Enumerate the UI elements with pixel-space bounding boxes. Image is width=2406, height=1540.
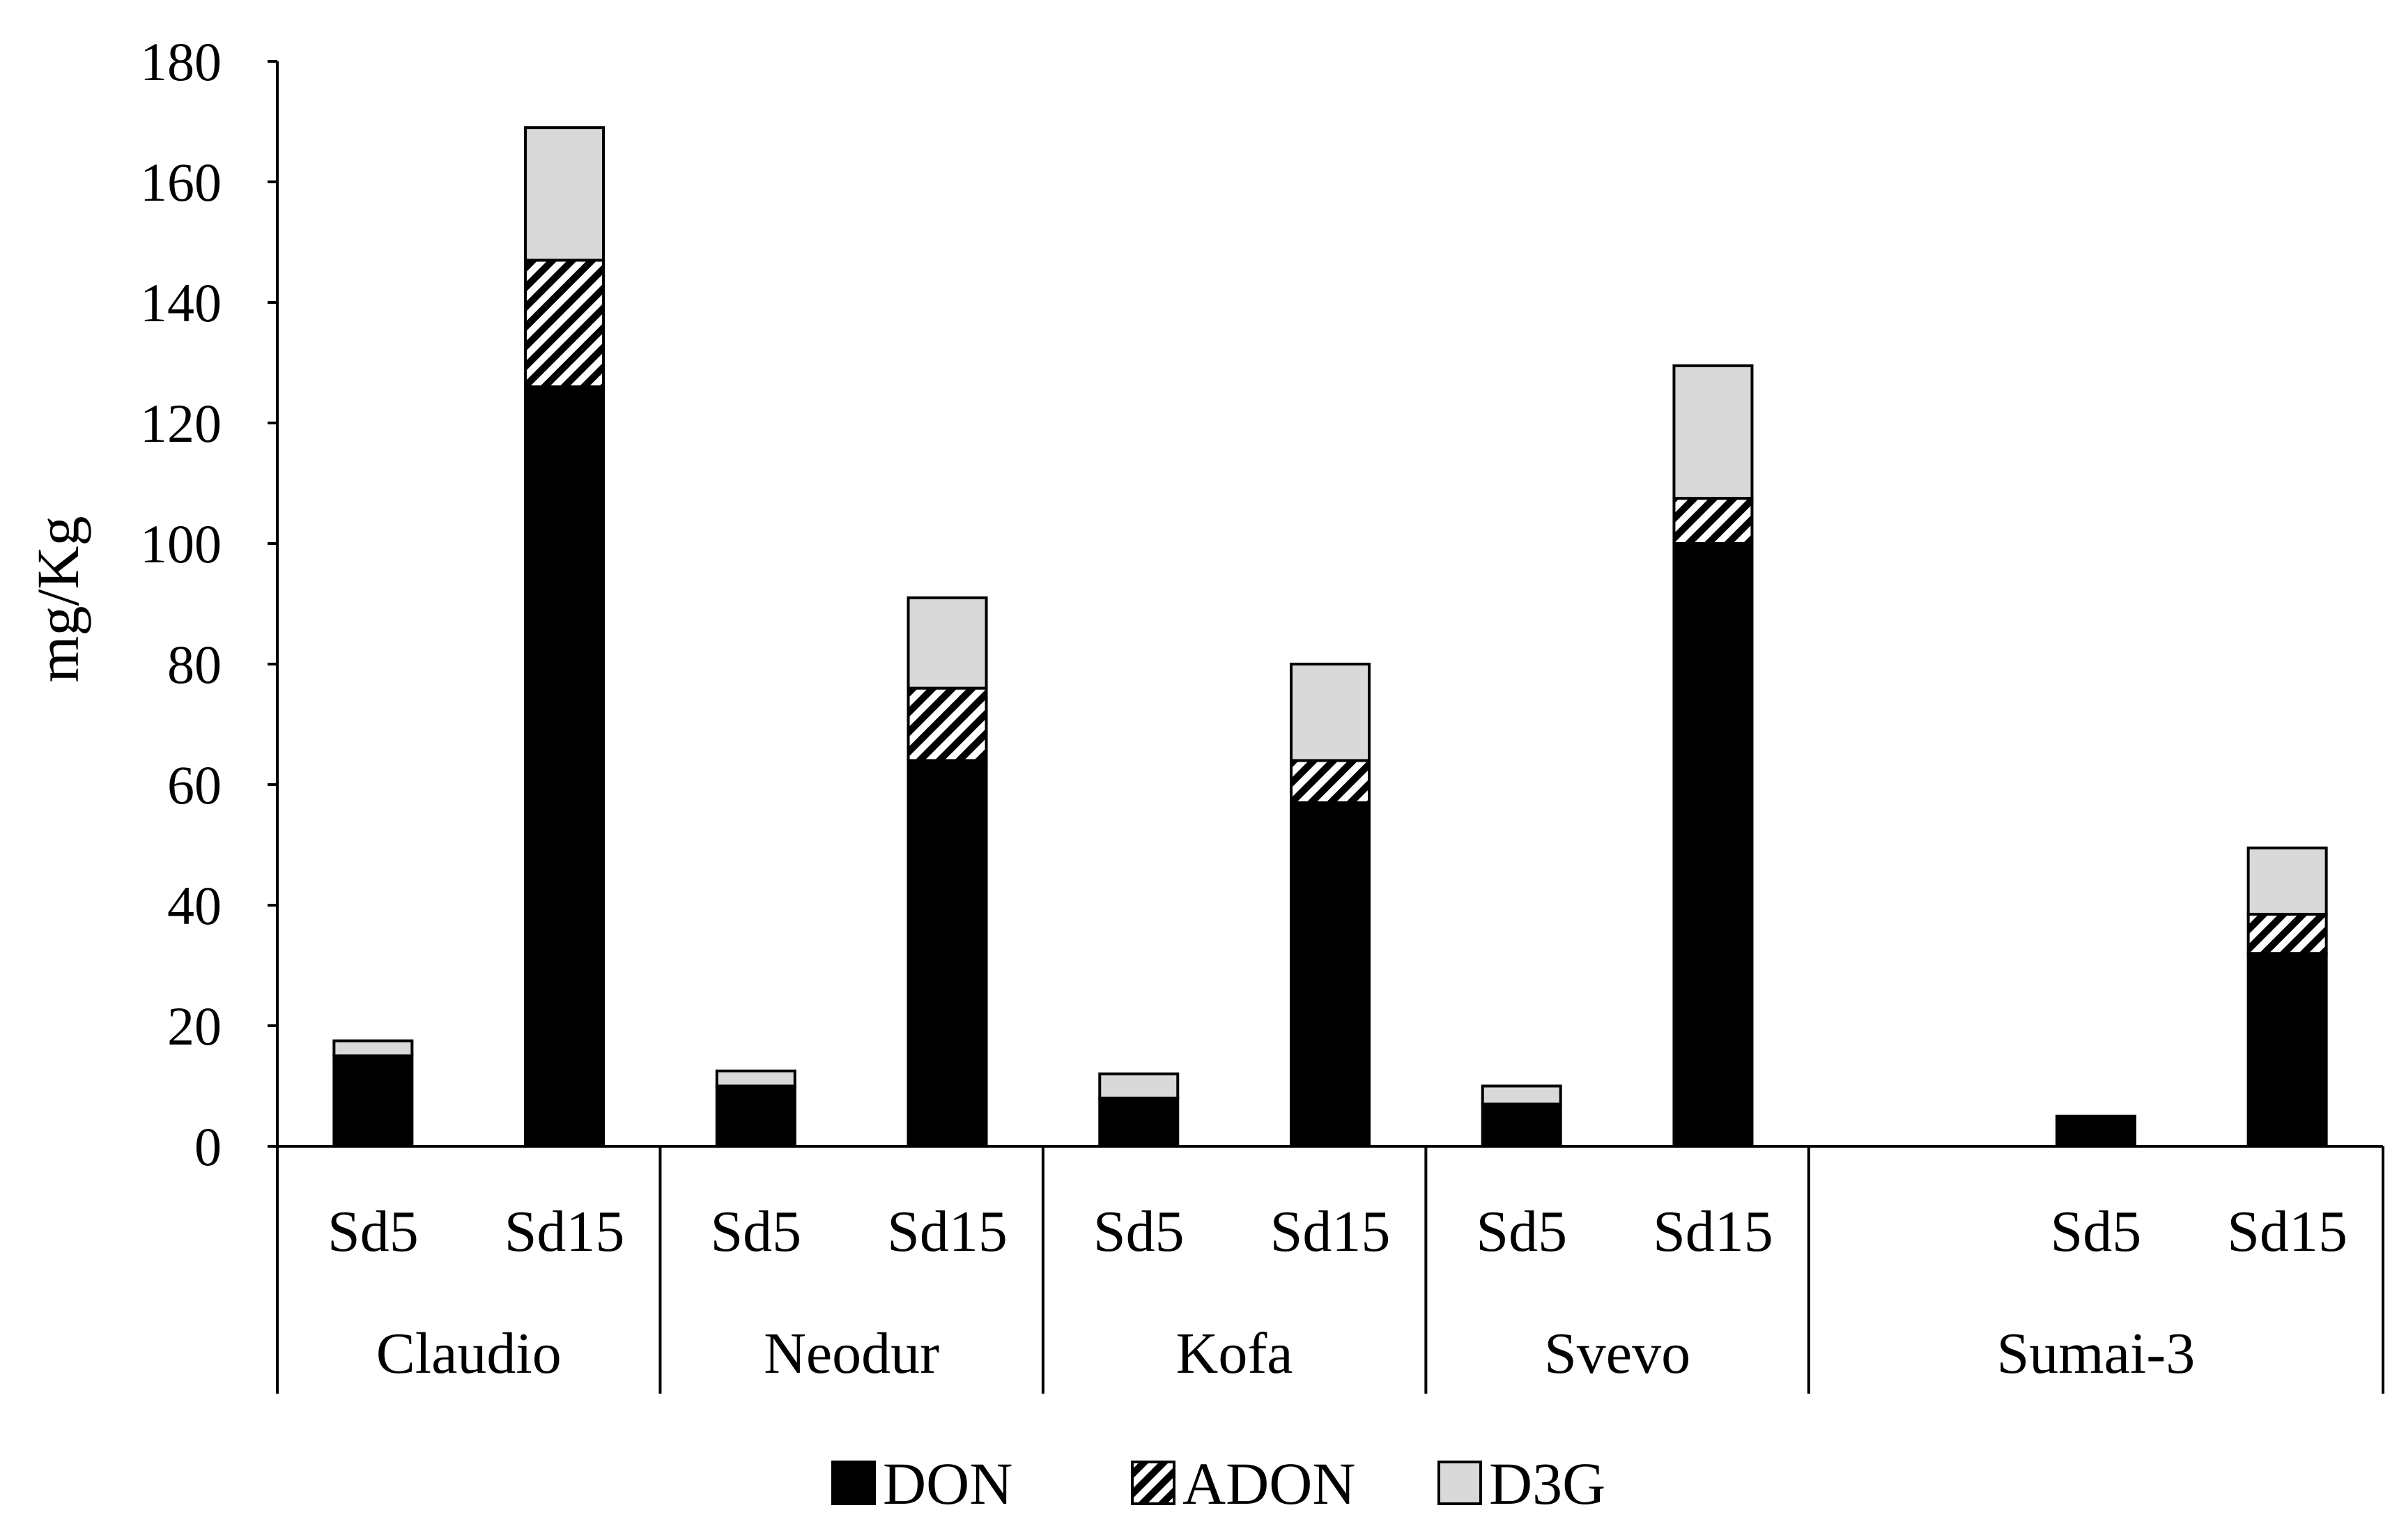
bar-segment-d3g <box>332 1039 414 1058</box>
bar-segment-don <box>1290 801 1371 1148</box>
bar-category-label: Sd15 <box>504 1199 625 1264</box>
y-tick-label: 160 <box>140 152 222 213</box>
bar-category-label: Sd15 <box>2227 1199 2347 1264</box>
bar-category-label: Sd5 <box>327 1199 419 1264</box>
legend-swatch-d3g <box>1437 1461 1482 1505</box>
bar-segment-don <box>715 1084 796 1148</box>
group-label: Kofa <box>1176 1321 1293 1386</box>
bar-segment-adon <box>1290 759 1371 804</box>
y-tick-label: 0 <box>194 1116 222 1177</box>
y-tick-label: 140 <box>140 272 222 333</box>
y-tick-label: 120 <box>140 393 222 454</box>
bar-segment-d3g <box>1481 1084 1562 1106</box>
group-label: Svevo <box>1544 1321 1690 1386</box>
bar-category-label: Sd5 <box>1476 1199 1567 1264</box>
y-axis: 0 20 40 60 80 100 120 140 160 180 <box>140 31 279 1177</box>
bar-segment-adon <box>1672 497 1754 545</box>
bar-category-label: Sd15 <box>887 1199 1008 1264</box>
legend-swatch-adon <box>1131 1461 1175 1505</box>
bar-category-label: Sd5 <box>710 1199 801 1264</box>
legend-swatch-don <box>831 1461 876 1505</box>
group-label: Sumai-3 <box>1997 1321 2196 1386</box>
legend-label-don: DON <box>883 1450 1012 1517</box>
bar-segment-d3g <box>907 596 988 690</box>
bar-segment-d3g <box>1098 1072 1180 1100</box>
y-tick-label: 180 <box>140 31 222 92</box>
bar-segment-d3g <box>1290 663 1371 762</box>
bar-segment-adon <box>2246 912 2328 955</box>
bar-segment-d3g <box>524 126 606 262</box>
bar-category-label: Sd5 <box>2051 1199 2142 1264</box>
bar-segment-adon <box>907 686 988 762</box>
bar-category-label: Sd5 <box>1093 1199 1185 1264</box>
bar-segment-don <box>2246 952 2328 1148</box>
bar-segment-d3g <box>715 1069 796 1088</box>
bar-segment-don <box>1672 542 1754 1148</box>
legend: DON ADON D3G <box>831 1450 1605 1517</box>
y-tick-label: 20 <box>167 996 222 1056</box>
bar-segment-d3g <box>1672 364 1754 500</box>
bar-segment-don <box>1098 1096 1180 1148</box>
bar-segment-don <box>524 385 606 1148</box>
bar-segment-don <box>332 1054 414 1148</box>
bar-segment-don <box>2055 1114 2136 1148</box>
y-axis-title: mg/Kg <box>24 516 91 683</box>
group-label: Neodur <box>764 1321 939 1386</box>
bars <box>332 126 2328 1148</box>
bar-category-label: Sd15 <box>1270 1199 1391 1264</box>
legend-label-d3g: D3G <box>1489 1450 1605 1517</box>
x-axis: Claudio Neodur Kofa Svevo Sumai-3 Sd5 Sd15 Sd5 S… <box>276 1145 2384 1394</box>
y-tick-label: 100 <box>140 514 222 574</box>
bar-segment-don <box>907 759 988 1148</box>
legend-label-adon: ADON <box>1182 1450 1355 1517</box>
bar-category-label: Sd15 <box>1653 1199 1773 1264</box>
group-label: Claudio <box>376 1321 562 1386</box>
y-tick-label: 40 <box>167 875 222 936</box>
bar-segment-d3g <box>2246 846 2328 916</box>
bar-segment-adon <box>524 259 606 389</box>
bar-segment-don <box>1481 1102 1562 1148</box>
y-tick-label: 60 <box>167 755 222 815</box>
y-tick-label: 80 <box>167 634 222 695</box>
